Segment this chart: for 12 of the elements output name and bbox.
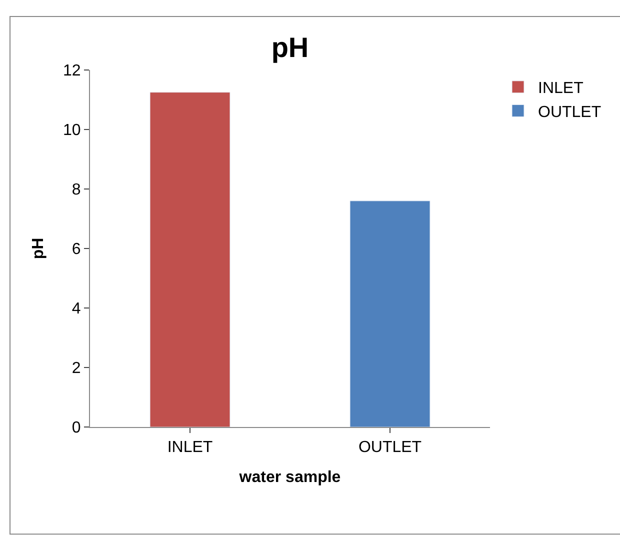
y-tick-label: 10 (63, 122, 81, 140)
x-axis-title: water sample (238, 468, 341, 486)
y-tick-label: 6 (72, 241, 81, 258)
y-tick-label: 8 (72, 182, 81, 199)
legend-label: INLET (538, 80, 584, 98)
y-tick-label: 12 (63, 62, 81, 80)
y-tick-label: 4 (72, 300, 81, 318)
y-axis-title: pH (30, 238, 47, 260)
y-tick-label: 2 (72, 360, 81, 378)
y-tick-label: 0 (72, 420, 81, 437)
legend-label: OUTLET (538, 104, 602, 121)
chart-title: pH (271, 32, 309, 64)
